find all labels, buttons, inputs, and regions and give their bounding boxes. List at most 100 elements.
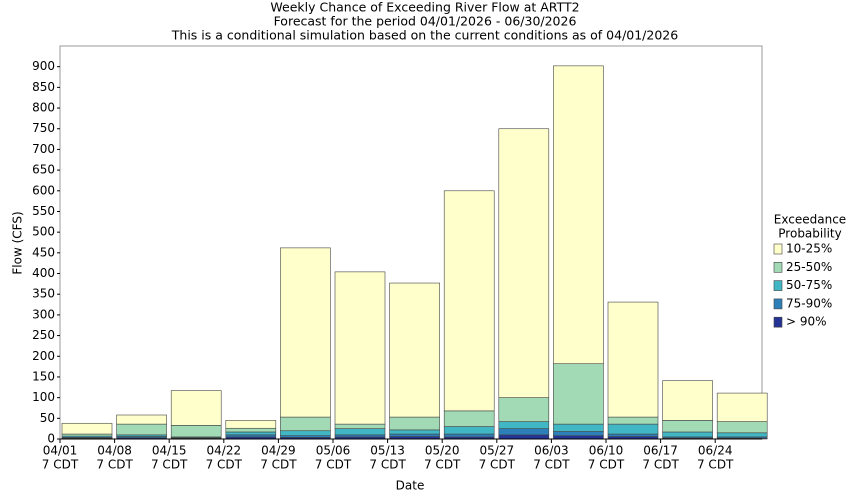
bar-segment bbox=[334, 423, 386, 429]
bar-segment bbox=[607, 301, 659, 418]
bar-segment bbox=[389, 416, 440, 431]
x-tick-time: 7 CDT bbox=[206, 458, 243, 472]
chart-title: Weekly Chance of Exceeding River Flow at… bbox=[270, 0, 579, 15]
bar-segment bbox=[716, 432, 768, 438]
bar-segment bbox=[553, 65, 604, 365]
x-tick-label: 04/08 bbox=[97, 444, 132, 458]
x-tick-time: 7 CDT bbox=[479, 458, 516, 472]
bar-segment bbox=[662, 380, 713, 421]
x-tick-label: 06/17 bbox=[643, 444, 678, 458]
x-tick-label: 04/22 bbox=[207, 444, 242, 458]
legend-title: Exceedance bbox=[774, 213, 846, 227]
bar-segment bbox=[280, 430, 331, 436]
x-tick-label: 06/10 bbox=[589, 444, 624, 458]
bar-segment bbox=[280, 416, 331, 432]
y-tick-label: 150 bbox=[32, 369, 55, 383]
x-tick-label: 06/03 bbox=[534, 444, 569, 458]
y-tick-label: 250 bbox=[32, 328, 55, 342]
x-tick-time: 7 CDT bbox=[96, 458, 133, 472]
bar-segment bbox=[170, 390, 222, 426]
y-tick-label: 300 bbox=[32, 307, 55, 321]
bar-segment bbox=[716, 392, 768, 422]
legend-label: 75-90% bbox=[786, 296, 832, 310]
y-tick-label: 200 bbox=[32, 349, 55, 363]
bar-segment bbox=[225, 427, 277, 433]
bar-segment bbox=[662, 420, 713, 433]
bar-segment bbox=[607, 423, 659, 435]
legend-swatch bbox=[773, 298, 783, 310]
bar-segment bbox=[334, 434, 386, 438]
y-tick-label: 350 bbox=[32, 287, 55, 301]
bar-segment bbox=[334, 428, 386, 436]
bar-segment bbox=[443, 410, 495, 427]
y-tick-label: 900 bbox=[32, 59, 55, 73]
chart-subtitle: Forecast for the period 04/01/2026 - 06/… bbox=[274, 14, 577, 29]
legend-swatch bbox=[773, 280, 783, 291]
bar-segment bbox=[389, 433, 440, 437]
x-tick-time: 7 CDT bbox=[369, 458, 406, 472]
bar-segment bbox=[334, 271, 386, 425]
legend-label: 50-75% bbox=[786, 278, 832, 292]
bar-segment bbox=[553, 431, 604, 436]
bar-segment bbox=[61, 422, 113, 435]
x-tick-time: 7 CDT bbox=[642, 458, 679, 472]
x-tick-label: 04/01 bbox=[43, 444, 78, 458]
legend-label: 10-25% bbox=[786, 242, 832, 256]
y-tick-label: 750 bbox=[32, 121, 55, 135]
x-tick-time: 7 CDT bbox=[315, 458, 352, 472]
y-tick-label: 400 bbox=[32, 266, 55, 280]
x-axis-label: Date bbox=[396, 479, 425, 493]
bar-segment bbox=[443, 426, 495, 435]
bar-segment bbox=[498, 428, 550, 436]
y-tick-label: 700 bbox=[32, 142, 55, 156]
x-tick-label: 05/06 bbox=[316, 444, 351, 458]
x-tick-label: 06/24 bbox=[698, 444, 733, 458]
bar-segment bbox=[662, 431, 713, 438]
legend-swatch bbox=[773, 316, 783, 328]
legend-label: > 90% bbox=[786, 315, 827, 329]
y-tick-label: 800 bbox=[32, 101, 55, 115]
bar-segment bbox=[280, 247, 331, 418]
y-tick-label: 550 bbox=[32, 204, 55, 218]
y-tick-label: 600 bbox=[32, 183, 55, 197]
bar-segment bbox=[498, 397, 550, 422]
bar-segment bbox=[225, 431, 277, 436]
y-axis-label: Flow (CFS) bbox=[11, 211, 25, 274]
bar-segment bbox=[443, 433, 495, 438]
x-tick-time: 7 CDT bbox=[42, 458, 79, 472]
x-tick-time: 7 CDT bbox=[533, 458, 570, 472]
bar-segment bbox=[389, 429, 440, 435]
x-tick-label: 05/20 bbox=[425, 444, 460, 458]
x-tick-label: 05/27 bbox=[480, 444, 515, 458]
bar-segment bbox=[116, 414, 167, 425]
y-tick-label: 850 bbox=[32, 80, 55, 94]
bar-segment bbox=[607, 433, 659, 437]
legend-swatch bbox=[773, 243, 783, 255]
bar-segment bbox=[498, 421, 550, 429]
y-tick-label: 450 bbox=[32, 245, 55, 259]
bar-segment bbox=[498, 434, 550, 440]
y-tick-label: 0 bbox=[47, 432, 55, 446]
bar-segment bbox=[170, 425, 222, 438]
bar-segment bbox=[225, 420, 277, 429]
bar-segment bbox=[553, 363, 604, 425]
y-tick-label: 50 bbox=[40, 411, 55, 425]
x-tick-label: 04/29 bbox=[261, 444, 296, 458]
y-tick-label: 650 bbox=[32, 163, 55, 177]
bar-segment bbox=[389, 282, 440, 418]
x-tick-label: 05/13 bbox=[370, 444, 405, 458]
bar-segment bbox=[116, 423, 167, 436]
bar-segment bbox=[61, 433, 113, 437]
legend-swatch bbox=[773, 261, 783, 273]
legend-title: Probability bbox=[778, 227, 841, 241]
chart-note: This is a conditional simulation based o… bbox=[171, 28, 678, 43]
x-tick-time: 7 CDT bbox=[697, 458, 734, 472]
y-tick-label: 100 bbox=[32, 390, 55, 404]
bar-segment bbox=[607, 416, 659, 425]
x-tick-time: 7 CDT bbox=[588, 458, 625, 472]
y-tick-label: 500 bbox=[32, 225, 55, 239]
bar-segment bbox=[553, 423, 604, 432]
x-tick-label: 04/15 bbox=[152, 444, 187, 458]
x-tick-time: 7 CDT bbox=[151, 458, 188, 472]
